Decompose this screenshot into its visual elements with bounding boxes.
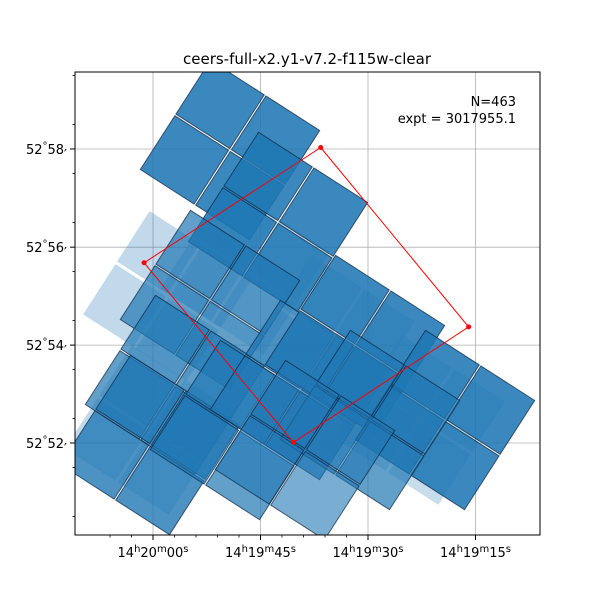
- count-annotation: N=463: [471, 95, 516, 110]
- y-tick-label: 52°56′: [26, 239, 67, 261]
- exposure-tile: [149, 395, 240, 485]
- x-tick-label: 14h19m30s: [333, 544, 404, 561]
- exposure-tile: [223, 131, 313, 222]
- exposure-tile: [75, 410, 150, 500]
- chart-title: ceers-full-x2.y1-v7.2-f115w-clear: [183, 50, 432, 68]
- exposure-tile: [155, 209, 245, 300]
- axis-ticks: 14h20m00s 14h19m45s 14h19m30s 14h19m15s 52°5…: [26, 75, 511, 561]
- exposure-annotation: expt = 3017955.1: [398, 112, 516, 127]
- exposure-tile: [278, 167, 369, 257]
- exposure-tile: [175, 72, 265, 150]
- y-tick-label: 52°58′: [26, 141, 67, 163]
- outline-vertex: [141, 260, 147, 266]
- y-tick-label: 52°52′: [26, 435, 67, 457]
- x-tick-label: 14h19m45s: [225, 544, 296, 561]
- exposure-tile: [139, 115, 230, 205]
- y-tick-label: 52°54′: [26, 337, 67, 359]
- exposure-tile: [305, 395, 396, 485]
- x-tick-label: 14h19m15s: [440, 544, 511, 561]
- exposure-tile: [270, 450, 360, 535]
- plot-frame: [74, 71, 541, 536]
- outline-vertex: [291, 439, 297, 445]
- outline-vertex: [466, 324, 472, 330]
- exposure-tile: [214, 415, 305, 505]
- exposure-footprints: [75, 72, 536, 535]
- exposure-tile: [95, 354, 185, 445]
- x-tick-label: 14h20m00s: [118, 544, 189, 561]
- region-outline: [141, 145, 472, 445]
- outline-vertex: [318, 145, 324, 151]
